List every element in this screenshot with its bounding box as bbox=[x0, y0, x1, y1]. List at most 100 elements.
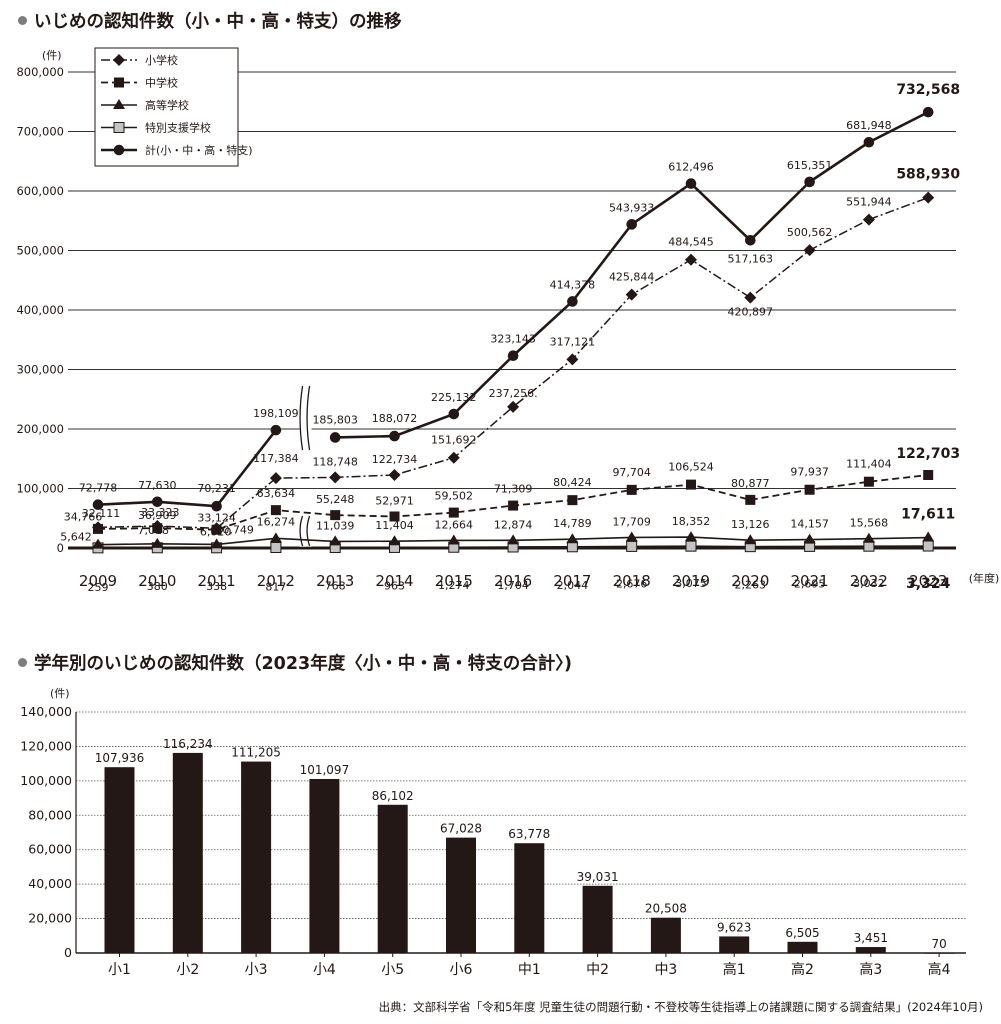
square-marker bbox=[567, 495, 578, 506]
data-label: 80,424 bbox=[553, 476, 592, 489]
data-label: 55,248 bbox=[316, 493, 355, 506]
data-label: 1,704 bbox=[497, 579, 529, 592]
triangle-marker bbox=[803, 533, 816, 544]
triangle-marker bbox=[566, 533, 579, 544]
data-label: 3,032 bbox=[853, 577, 885, 590]
data-label: 117,384 bbox=[253, 452, 299, 465]
y-tick-label: 100,000 bbox=[16, 482, 64, 496]
y-tick-label: 700,000 bbox=[16, 125, 64, 139]
circle-marker bbox=[92, 499, 104, 510]
series-line bbox=[97, 429, 277, 508]
bar bbox=[241, 761, 272, 953]
line-chart-title-text: いじめの認知件数（小・中・高・特支）の推移 bbox=[34, 12, 402, 32]
x-tick-label: 2010 bbox=[138, 572, 176, 590]
data-label: 97,937 bbox=[790, 466, 829, 479]
data-label: 1,274 bbox=[438, 579, 470, 592]
circle-marker bbox=[685, 178, 697, 189]
circle-marker bbox=[211, 500, 222, 512]
data-label: 551,944 bbox=[846, 196, 892, 209]
x-tick-label: 小3 bbox=[245, 962, 268, 978]
bar bbox=[514, 843, 545, 953]
data-label: 2,263 bbox=[735, 579, 767, 592]
x-tick-label: 高4 bbox=[928, 961, 951, 978]
data-label: 151,692 bbox=[431, 434, 477, 447]
bar bbox=[719, 936, 750, 953]
diamond-marker bbox=[803, 244, 816, 257]
axis-break-mark bbox=[306, 515, 311, 547]
data-label: 30,749 bbox=[215, 524, 254, 537]
circle-marker bbox=[270, 424, 282, 436]
data-label: 237,256. bbox=[489, 387, 538, 400]
data-label: 259 bbox=[88, 581, 109, 594]
y-tick-label: 120,000 bbox=[20, 738, 72, 753]
diamond-marker bbox=[566, 353, 579, 366]
triangle-marker bbox=[269, 532, 282, 543]
series-4: 72,778 77,630 70,231 198,109 185,803 188,072 2… bbox=[79, 82, 960, 512]
data-label: 380 bbox=[147, 580, 168, 593]
diamond-marker bbox=[862, 213, 875, 226]
square-marker bbox=[389, 511, 400, 522]
data-label: 122,734 bbox=[372, 453, 418, 466]
circle-marker bbox=[745, 234, 756, 246]
x-tick-label: 2019 bbox=[672, 572, 710, 590]
data-label: 16,274 bbox=[257, 515, 296, 528]
data-label: 34,766 bbox=[64, 510, 103, 523]
data-label: 77,630 bbox=[138, 479, 177, 492]
y-tick-label: 500,000 bbox=[16, 244, 64, 258]
gray-square-marker bbox=[626, 540, 638, 552]
y-tick-label: 0 bbox=[64, 945, 72, 960]
bar bbox=[446, 837, 476, 953]
legend-label: 計(小・中・高・特支) bbox=[145, 143, 253, 157]
triangle-marker bbox=[685, 531, 697, 542]
data-label: 484,545 bbox=[668, 236, 714, 249]
bar-chart: (件) 0 20,000 40,000 60,000 80,000 100,000 120,0… bbox=[20, 687, 966, 978]
data-label: 11,404 bbox=[375, 519, 414, 532]
data-label: 33,323 bbox=[141, 506, 180, 519]
bar bbox=[377, 804, 408, 953]
diamond-marker bbox=[744, 291, 757, 304]
x-tick-label: 2009 bbox=[79, 572, 117, 590]
circle-marker bbox=[922, 106, 934, 118]
axis-break-gap bbox=[299, 384, 312, 450]
data-label: 3,075 bbox=[675, 577, 707, 590]
x-tick-label: 2016 bbox=[494, 572, 532, 590]
legend-label: 特別支援学校 bbox=[145, 121, 211, 135]
source-note: 出典：文部科学省「令和5年度 児童生徒の問題行動・不登校等生徒指導上の諸課題に関… bbox=[378, 1000, 983, 1014]
data-label: 11,039 bbox=[316, 519, 355, 532]
square-marker bbox=[686, 479, 696, 490]
bar bbox=[309, 778, 340, 953]
data-label: 17,611 bbox=[901, 507, 955, 523]
triangle-marker bbox=[113, 99, 125, 109]
circle-marker bbox=[113, 144, 125, 156]
gray-square-marker bbox=[566, 541, 578, 553]
data-label: 12,874 bbox=[494, 518, 533, 531]
bar-value-label: 63,778 bbox=[508, 827, 550, 841]
circle-marker bbox=[567, 296, 578, 307]
x-tick-label: 小1 bbox=[108, 962, 131, 978]
x-tick-label: 2017 bbox=[553, 572, 591, 590]
bar bbox=[855, 947, 886, 953]
diamond-marker bbox=[329, 471, 342, 484]
circle-marker bbox=[804, 176, 815, 188]
data-label: 118,748 bbox=[312, 455, 358, 468]
bar-value-label: 107,936 bbox=[95, 751, 145, 765]
circle-marker bbox=[626, 219, 637, 230]
y-tick-label: 60,000 bbox=[28, 842, 72, 857]
x-tick-label: 2018 bbox=[613, 572, 651, 590]
y-axis-unit: (件) bbox=[42, 49, 62, 62]
line-chart: (件) 0 100,000 200,000 300,000 400,000 500,000 6… bbox=[16, 47, 999, 594]
data-label: 963 bbox=[384, 579, 405, 592]
data-label: 59,502 bbox=[435, 490, 474, 503]
x-tick-label: 高3 bbox=[859, 961, 882, 978]
data-label: 500,562 bbox=[787, 226, 833, 239]
data-label: 420,897 bbox=[728, 306, 774, 319]
data-label: 14,789 bbox=[553, 517, 592, 530]
data-label: 615,351 bbox=[787, 159, 833, 172]
line-chart-title: いじめの認知件数（小・中・高・特支）の推移 bbox=[18, 8, 402, 33]
bar-value-label: 70 bbox=[931, 937, 946, 951]
bar-value-label: 86,102 bbox=[372, 789, 414, 803]
data-label: 71,309 bbox=[494, 483, 533, 496]
data-label: 17,709 bbox=[612, 515, 651, 528]
triangle-marker bbox=[447, 534, 460, 545]
